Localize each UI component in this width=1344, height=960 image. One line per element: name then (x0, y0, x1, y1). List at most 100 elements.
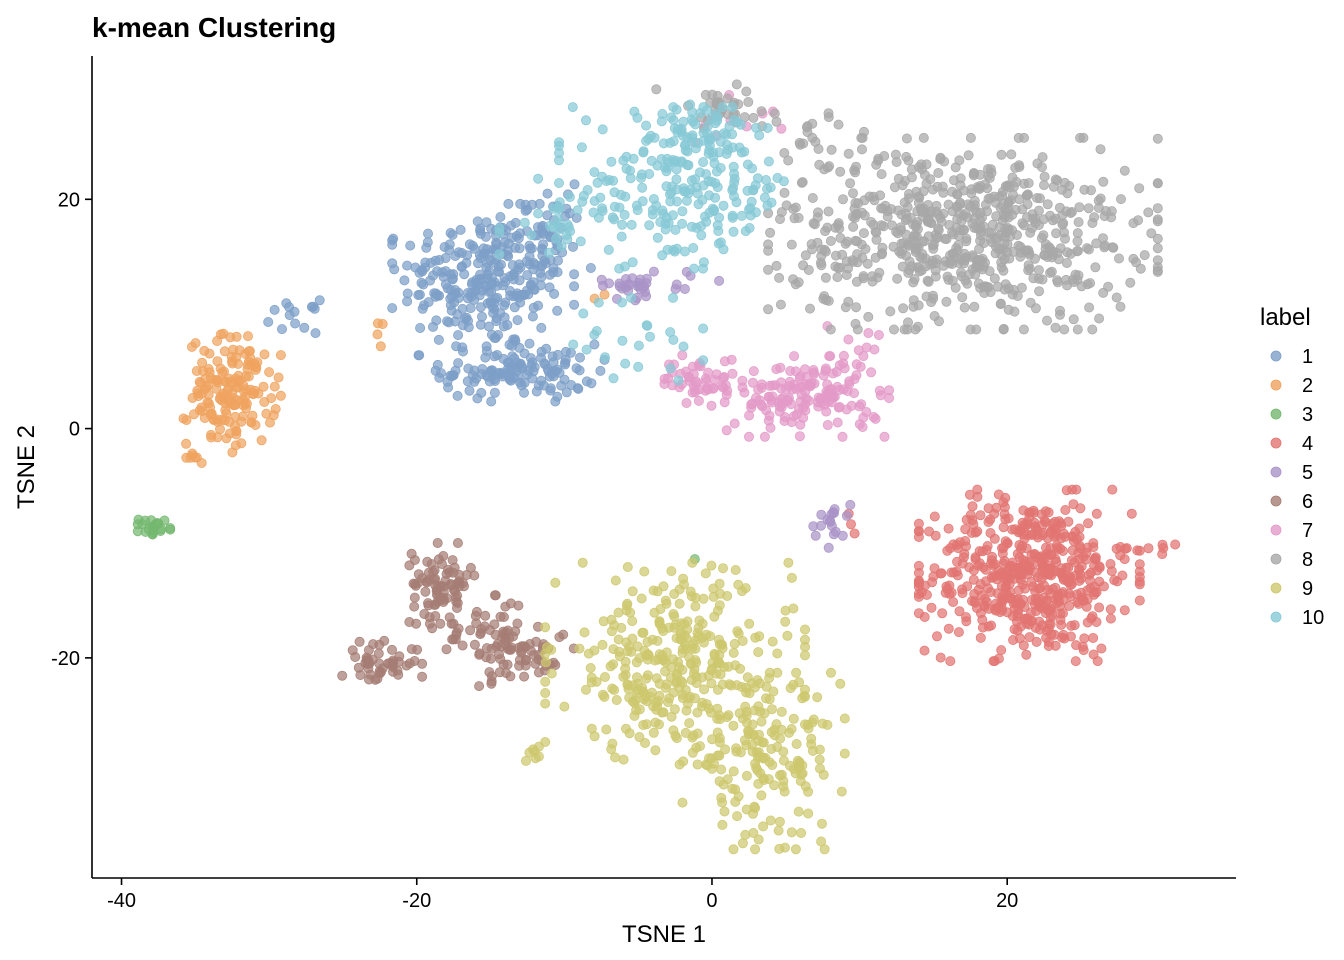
point-label-5 (808, 521, 819, 532)
point-label-8 (891, 156, 902, 167)
point-label-9 (732, 811, 743, 822)
point-label-10 (553, 203, 564, 214)
point-label-7 (821, 406, 832, 417)
point-label-7 (795, 419, 806, 430)
point-label-8 (902, 202, 913, 213)
point-label-10 (600, 352, 611, 363)
point-label-2 (252, 357, 263, 368)
point-label-8 (850, 167, 861, 178)
point-label-8 (851, 276, 862, 287)
legend-swatch-2 (1270, 379, 1282, 391)
point-label-8 (789, 213, 800, 224)
point-label-7 (858, 412, 869, 423)
point-label-10 (595, 192, 606, 203)
point-label-10 (698, 135, 709, 146)
point-label-10 (690, 119, 701, 130)
point-label-8 (901, 213, 912, 224)
point-label-8 (1098, 176, 1109, 187)
point-label-2 (249, 385, 260, 396)
point-label-9 (621, 600, 632, 611)
point-label-9 (620, 656, 631, 667)
point-label-7 (719, 371, 730, 382)
point-label-6 (354, 636, 365, 647)
legend-swatch-7 (1270, 524, 1282, 536)
point-label-9 (767, 636, 778, 647)
point-label-2 (264, 367, 275, 378)
point-label-6 (505, 644, 516, 655)
point-label-8 (910, 221, 921, 232)
point-label-9 (776, 706, 787, 717)
point-label-1 (503, 251, 514, 262)
point-label-7 (719, 397, 730, 408)
point-label-7 (763, 391, 774, 402)
point-label-2 (204, 348, 215, 359)
point-label-4 (972, 484, 983, 495)
point-label-8 (871, 159, 882, 170)
point-label-8 (776, 207, 787, 218)
point-label-10 (633, 340, 644, 351)
point-label-10 (562, 234, 573, 245)
point-label-7 (822, 419, 833, 430)
point-label-1 (453, 330, 464, 341)
point-label-1 (510, 335, 521, 346)
point-label-7 (744, 431, 755, 442)
point-label-9 (728, 766, 739, 777)
point-label-1 (463, 322, 474, 333)
point-label-10 (553, 213, 564, 224)
point-label-6 (411, 618, 422, 629)
point-label-9 (628, 680, 639, 691)
point-label-7 (879, 431, 890, 442)
point-label-6 (474, 649, 485, 660)
point-label-7 (791, 383, 802, 394)
point-label-5 (598, 280, 609, 291)
point-label-9 (796, 828, 807, 839)
point-label-2 (215, 329, 226, 340)
point-label-4 (1018, 640, 1029, 651)
point-label-8 (914, 162, 925, 173)
point-label-7 (824, 351, 835, 362)
point-label-9 (620, 670, 631, 681)
point-label-2 (227, 358, 238, 369)
point-label-1 (509, 302, 520, 313)
point-label-8 (1006, 149, 1017, 160)
point-label-8 (833, 262, 844, 273)
point-label-1 (569, 269, 580, 280)
point-label-2 (205, 429, 216, 440)
y-tick-label: 0 (69, 419, 80, 441)
point-label-6 (498, 612, 509, 623)
point-label-9 (728, 647, 739, 658)
point-label-4 (1024, 632, 1035, 643)
point-label-6 (519, 671, 530, 682)
point-label-4 (936, 568, 947, 579)
point-label-9 (614, 646, 625, 657)
point-label-4 (1073, 547, 1084, 558)
point-label-6 (430, 573, 441, 584)
point-label-8 (887, 220, 898, 231)
point-label-8 (1128, 253, 1139, 264)
point-label-7 (739, 387, 750, 398)
legend-label-7: 7 (1302, 520, 1313, 542)
point-label-1 (525, 243, 536, 254)
point-label-8 (1072, 246, 1083, 257)
point-label-7 (869, 344, 880, 355)
point-label-8 (707, 89, 718, 100)
point-label-1 (467, 240, 478, 251)
point-label-4 (1019, 613, 1030, 624)
point-label-9 (574, 643, 585, 654)
point-label-9 (839, 713, 850, 724)
point-label-1 (498, 280, 509, 291)
point-label-10 (551, 233, 562, 244)
point-label-9 (815, 763, 826, 774)
point-label-1 (452, 390, 463, 401)
x-tick-label: -20 (402, 890, 431, 912)
point-label-9 (640, 738, 651, 749)
point-label-1 (589, 339, 600, 350)
point-label-10 (656, 116, 667, 127)
point-label-4 (1043, 641, 1054, 652)
point-label-10 (637, 182, 648, 193)
point-label-8 (800, 250, 811, 261)
point-label-8 (1052, 275, 1063, 286)
point-label-1 (289, 306, 300, 317)
point-label-8 (848, 188, 859, 199)
